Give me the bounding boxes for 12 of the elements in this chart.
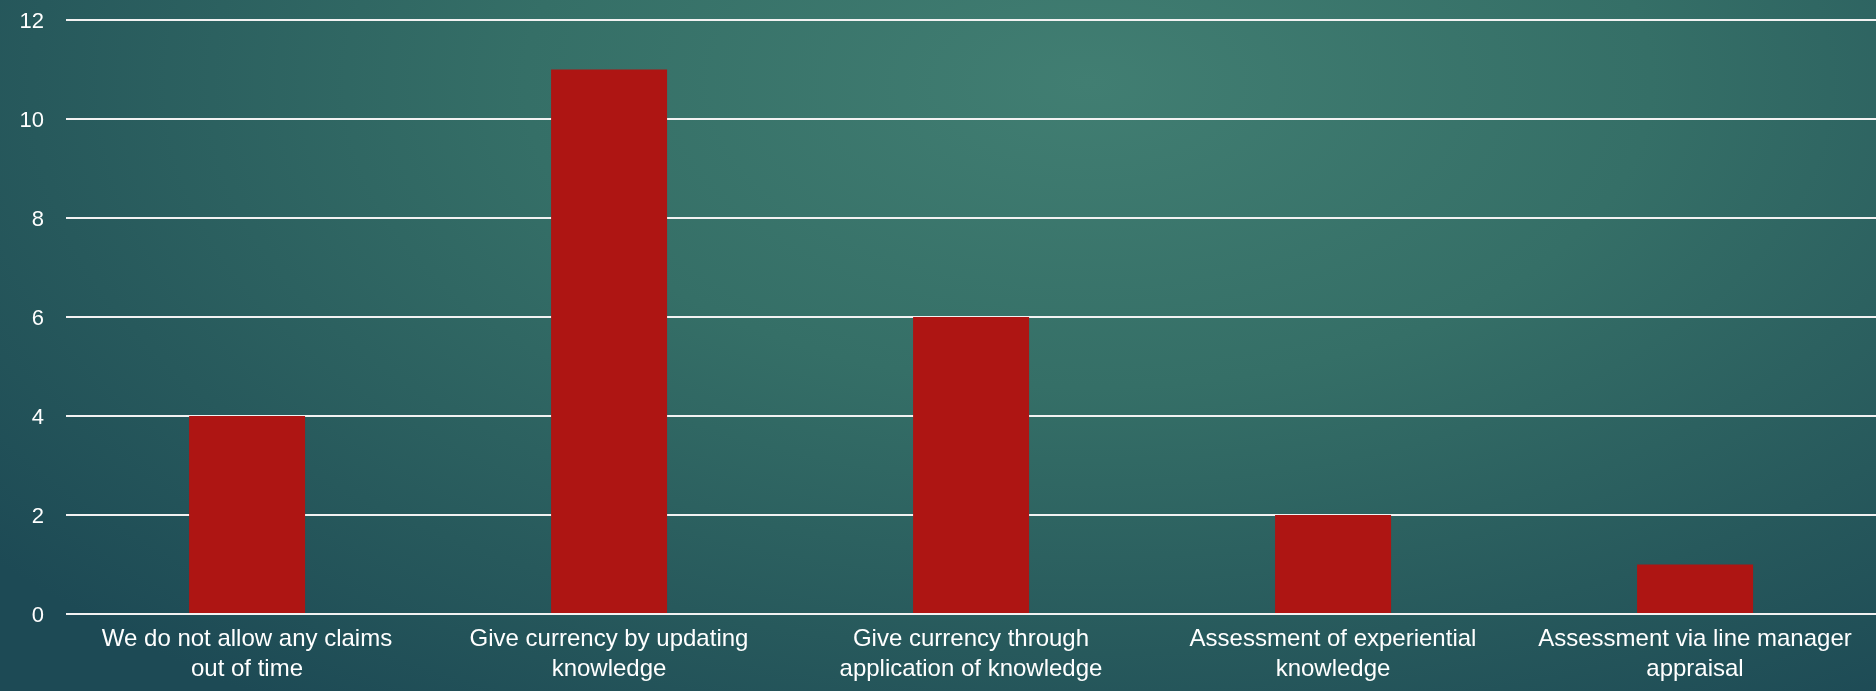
x-tick-label: Give currency through application of knowledge xyxy=(839,624,1103,681)
x-tick-label: Give currency by updating knowledge xyxy=(469,624,749,681)
y-tick-label: 8 xyxy=(31,205,44,231)
x-tick-label: We do not allow any claims out of time xyxy=(101,624,393,681)
y-tick-label: 4 xyxy=(31,403,44,429)
x-tick-label: Assessment of experiential knowledge xyxy=(1189,624,1477,681)
x-tick-label: Assessment via line manager appraisal xyxy=(1538,624,1852,681)
y-tick-label: 12 xyxy=(19,7,44,33)
y-tick-label: 10 xyxy=(19,106,44,132)
y-tick-label: 6 xyxy=(31,304,44,330)
y-tick-label: 0 xyxy=(31,601,44,627)
y-tick-label: 2 xyxy=(31,502,44,528)
